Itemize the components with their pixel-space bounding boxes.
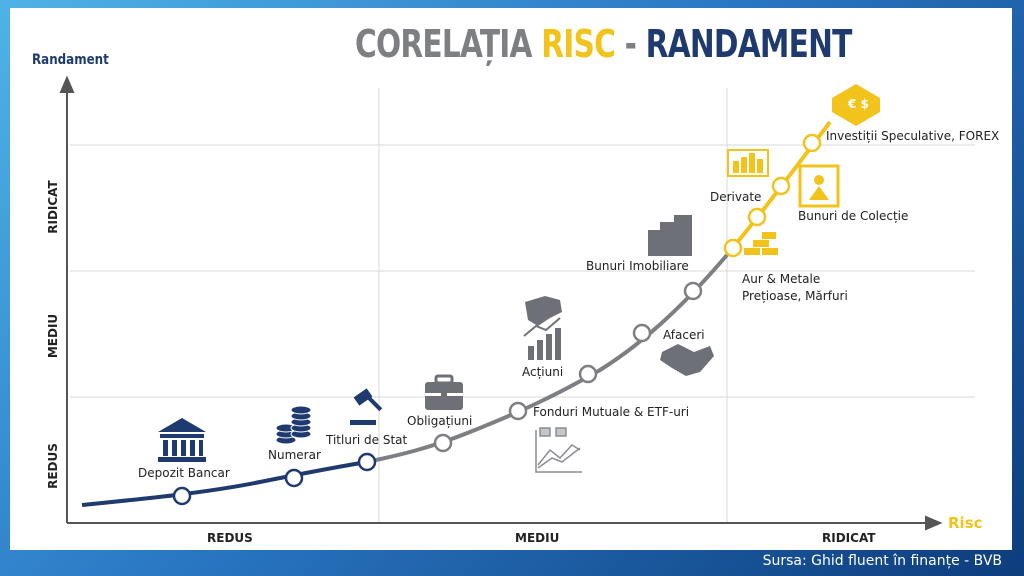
gavel-icon [350, 388, 383, 425]
label-colectie: Bunuri de Colecție [798, 209, 909, 223]
label-imobiliare: Bunuri Imobiliare [586, 259, 689, 273]
handshake-icon [660, 344, 714, 376]
node-speculative [802, 133, 822, 153]
curve-low [81, 460, 368, 507]
node-fonduri [508, 401, 528, 421]
title-part-4: RANDAMENT [645, 22, 853, 66]
label-numerar: Numerar [268, 448, 321, 462]
x-axis-arrow [925, 515, 943, 531]
y-axis-arrow [59, 75, 75, 93]
label-titluri: Titluri de Stat [326, 433, 408, 447]
coins-stack-icon [275, 405, 312, 445]
label-speculative: Investiții Speculative, FOREX [826, 129, 1000, 143]
x-axis-title: Risc [948, 514, 983, 532]
bank-icon [158, 418, 206, 462]
money-cube-icon: € $ [832, 84, 880, 126]
label-aur-2: Prețioase, Mărfuri [742, 289, 848, 303]
node-imobiliare [683, 281, 703, 301]
node-depozit [172, 486, 192, 506]
title-part-1: CORELAȚIA [355, 22, 542, 66]
node-actiuni [578, 364, 598, 384]
title-part-2: RISC [541, 22, 616, 66]
x-tick-redus: REDUS [207, 531, 253, 545]
y-tick-mediu: MEDIU [46, 313, 60, 359]
label-derivate: Derivate [710, 190, 762, 204]
gold-bars-icon [744, 232, 778, 255]
buildings-icon [648, 215, 692, 256]
framed-portrait-icon [798, 164, 840, 208]
page-title: CORELAȚIA RISC - RANDAMENT [355, 22, 852, 66]
node-colectie [771, 176, 791, 196]
label-obligatiuni: Obligațiuni [407, 414, 473, 428]
y-tick-ridicat: RIDICAT [46, 180, 60, 234]
y-axis-title: Randament [32, 52, 109, 68]
x-tick-ridicat: RIDICAT [822, 531, 876, 545]
curve-mid [366, 253, 729, 464]
y-tick-redus: REDUS [46, 443, 60, 489]
node-numerar [284, 468, 304, 488]
bull-chart-icon [523, 296, 562, 360]
title-part-3: - [615, 22, 646, 66]
node-titluri [357, 452, 377, 472]
node-afaceri [632, 323, 652, 343]
label-afaceri: Afaceri [663, 328, 705, 342]
label-depozit: Depozit Bancar [138, 466, 230, 480]
node-aur [723, 238, 743, 258]
fund-chart-icon [535, 427, 582, 473]
source-credit: Sursa: Ghid fluent în finanțe - BVB [762, 553, 1002, 569]
briefcase-icon [425, 374, 463, 410]
x-tick-mediu: MEDIU [515, 531, 560, 545]
label-actiuni: Acțiuni [522, 365, 564, 379]
node-obligatiuni [433, 433, 453, 453]
label-fonduri: Fonduri Mutuale & ETF-uri [533, 405, 690, 419]
node-derivate [747, 207, 767, 227]
presentation-chart-icon [727, 149, 769, 177]
label-aur-1: Aur & Metale [742, 272, 821, 286]
svg-text:€ $: € $ [847, 97, 869, 111]
